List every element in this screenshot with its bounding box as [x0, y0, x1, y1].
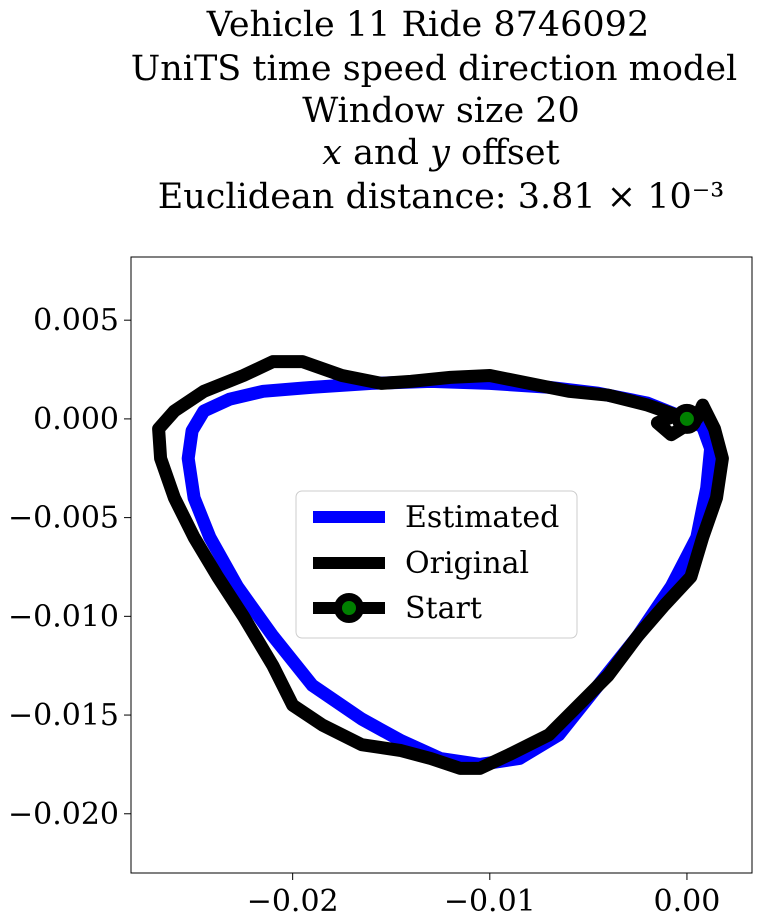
chart-title: Vehicle 11 Ride 8746092 UniTS time speed…: [131, 5, 738, 217]
legend-label-estimated: Estimated: [405, 500, 559, 535]
series-layer: [152, 355, 729, 775]
x-axis: −0.02 −0.01 0.00: [247, 873, 721, 919]
legend-frame: [295, 490, 578, 639]
legend-label-start: Start: [405, 591, 482, 626]
start-marker: [671, 403, 702, 434]
legend-label-original: Original: [405, 546, 529, 581]
title-line-1: Vehicle 11 Ride 8746092: [206, 5, 649, 45]
y-tick-label: 0.005: [33, 303, 119, 338]
legend: Estimated Original Start: [295, 490, 578, 639]
legend-swatch-start-marker: [334, 593, 364, 623]
y-tick-label: −0.015: [8, 698, 119, 733]
x-tick-label: 0.00: [654, 884, 721, 919]
y-tick-label: 0.000: [33, 402, 119, 437]
y-tick-label: −0.010: [8, 599, 119, 634]
series-line-original: [152, 355, 729, 775]
y-tick-label: −0.005: [8, 501, 119, 536]
plot-frame: [130, 256, 753, 874]
x-tick-label: −0.02: [247, 884, 339, 919]
title-line-5: Euclidean distance: 3.81 × 10⁻³: [158, 177, 725, 217]
title-line-2: UniTS time speed direction model: [131, 49, 738, 89]
x-tick-label: −0.01: [444, 884, 536, 919]
title-line-3: Window size 20: [302, 91, 580, 131]
y-axis: 0.005 0.000 −0.005 −0.010 −0.015 −0.020: [8, 303, 131, 832]
y-tick-label: −0.020: [8, 797, 119, 832]
title-line-4: 𝑥 and 𝑦 offset: [322, 133, 559, 173]
